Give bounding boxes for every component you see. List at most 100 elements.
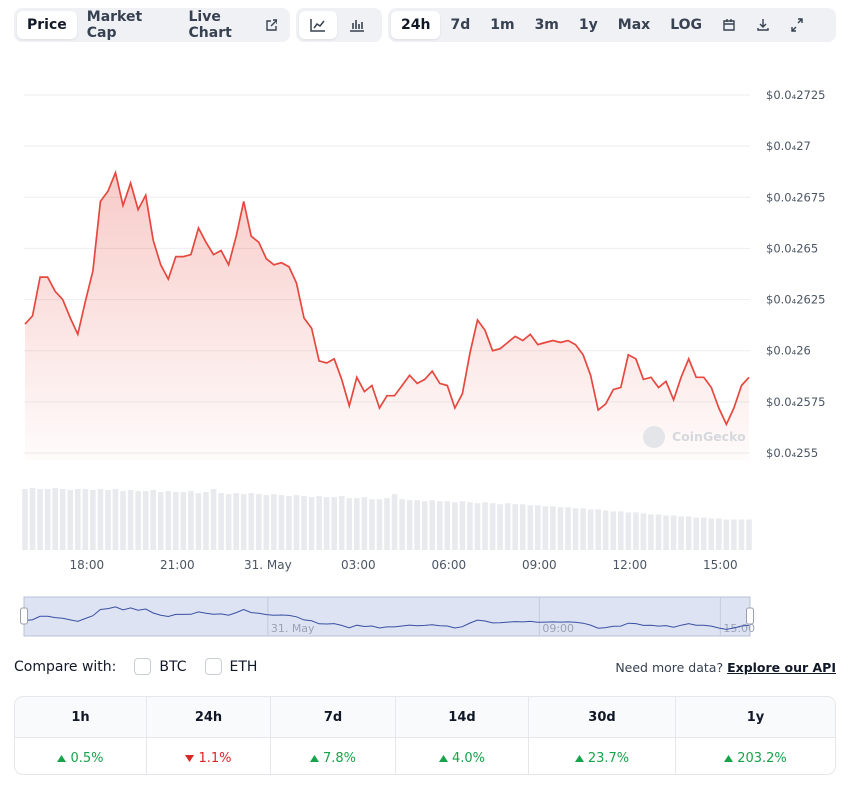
icon xyxy=(757,19,769,31)
volume-bar xyxy=(233,493,239,550)
volume-bar xyxy=(127,490,134,550)
volume-bar xyxy=(482,502,488,550)
volume-bar xyxy=(323,497,330,550)
change-cell: 203.2% xyxy=(676,738,835,774)
calendar-button[interactable] xyxy=(712,11,746,39)
tab[interactable]: Price xyxy=(17,11,77,39)
navigator-handle[interactable] xyxy=(20,607,28,625)
volume-bar xyxy=(165,491,172,550)
up-arrow xyxy=(57,754,67,762)
x-tick-label: 18:00 xyxy=(70,558,105,572)
volume-bar xyxy=(195,493,202,550)
volume-bar xyxy=(225,494,232,550)
volume-bar xyxy=(29,488,36,550)
volume-bar xyxy=(361,497,368,550)
period-header: 30d xyxy=(529,697,676,737)
volume-bar xyxy=(44,489,51,550)
api-link[interactable]: Explore our API xyxy=(727,660,836,675)
external-icon xyxy=(266,18,277,31)
period-header: 1h xyxy=(15,697,147,737)
volume-bar xyxy=(301,496,307,550)
volume-bar xyxy=(203,492,209,550)
volume-bar xyxy=(271,494,277,550)
x-tick-label: 06:00 xyxy=(432,558,467,572)
checkbox[interactable] xyxy=(134,658,152,675)
change-cell: 4.0% xyxy=(396,738,529,774)
volume-bar xyxy=(421,501,428,550)
volume-bar xyxy=(74,489,81,550)
volume-bar xyxy=(519,504,526,550)
header-row: 1h 24h 7d 14d 30d 1y xyxy=(15,697,835,738)
navigator-line xyxy=(24,606,750,630)
range-button[interactable]: 1m xyxy=(490,17,515,33)
volume-bar xyxy=(157,492,164,550)
change-cell: 7.8% xyxy=(271,738,396,774)
volume-bar xyxy=(384,498,390,550)
compare: Compare with: BTC ETH xyxy=(14,658,257,675)
api-prompt: Need more data? xyxy=(615,660,724,675)
volume-bar xyxy=(731,519,737,550)
range-button[interactable]: LOG xyxy=(670,17,703,33)
compare-option[interactable]: BTC xyxy=(159,658,187,675)
y-tick-label: $0.0₄26 xyxy=(766,344,811,358)
x-tick-label: 03:00 xyxy=(341,558,376,572)
range-button[interactable]: 24h xyxy=(391,11,441,39)
line-chart-button[interactable] xyxy=(299,11,337,39)
change-value: 0.5% xyxy=(70,750,104,766)
volume-bar xyxy=(452,502,458,550)
up-arrow xyxy=(438,754,448,762)
volume-bar xyxy=(354,498,360,550)
price-line xyxy=(24,169,750,427)
volume-bar xyxy=(565,507,571,550)
volume-bar xyxy=(142,491,149,550)
navigator xyxy=(23,596,751,637)
volume-bar xyxy=(112,489,119,550)
volume-bar xyxy=(135,491,141,550)
value-row: 0.5% 1.1% 7.8% 4.0% 23.7% 203.2% xyxy=(15,738,835,774)
volume-bar xyxy=(346,498,353,550)
volume-bar xyxy=(678,516,684,550)
volume-bar xyxy=(293,495,300,550)
volume-bar xyxy=(218,493,224,550)
y-tick-label: $0.0₄2625 xyxy=(766,293,825,307)
change-cell: 23.7% xyxy=(529,738,676,774)
tab[interactable]: Live Chart xyxy=(179,9,288,41)
candle-chart-button[interactable] xyxy=(337,11,377,39)
volume-bar xyxy=(240,494,247,550)
volume-bar xyxy=(625,512,632,550)
fullscreen-button[interactable] xyxy=(780,11,814,39)
volume-bar xyxy=(180,492,187,550)
checkbox[interactable] xyxy=(204,658,222,675)
change-value: 4.0% xyxy=(451,750,486,766)
volume-bar xyxy=(286,496,292,550)
volume-bar xyxy=(150,490,157,550)
volume-bar xyxy=(391,494,398,550)
volume-bar xyxy=(444,501,451,550)
volume-bar xyxy=(738,519,745,550)
y-tick-label: $0.0₄2575 xyxy=(766,395,825,409)
y-tick-label: $0.0₄2725 xyxy=(766,88,825,102)
volume-bar xyxy=(595,509,601,550)
range-button[interactable]: 3m xyxy=(534,17,559,33)
range-button[interactable]: 7d xyxy=(450,17,471,33)
navigator-handle[interactable] xyxy=(746,607,754,625)
volume-bar xyxy=(263,495,270,550)
volume-bar xyxy=(655,514,662,550)
tab[interactable]: Market Cap xyxy=(77,9,179,41)
tab-label: Market Cap xyxy=(86,9,143,41)
volume-bar xyxy=(97,489,104,550)
volume-bar xyxy=(414,500,420,550)
volume-bar xyxy=(406,500,413,550)
x-tick-label: 15:00 xyxy=(703,558,738,572)
y-tick-label: $0.0₄265 xyxy=(766,241,818,255)
up-arrow xyxy=(309,754,319,762)
watermark-logo xyxy=(643,426,665,448)
range-button[interactable]: Max xyxy=(617,17,651,33)
compare-option[interactable]: ETH xyxy=(229,658,258,675)
icon xyxy=(723,19,735,31)
volume-bar xyxy=(210,489,217,550)
range-button[interactable]: 1y xyxy=(578,17,598,33)
download-button[interactable] xyxy=(746,11,780,39)
x-tick-label: 09:00 xyxy=(522,558,557,572)
volume-bar xyxy=(693,517,700,550)
